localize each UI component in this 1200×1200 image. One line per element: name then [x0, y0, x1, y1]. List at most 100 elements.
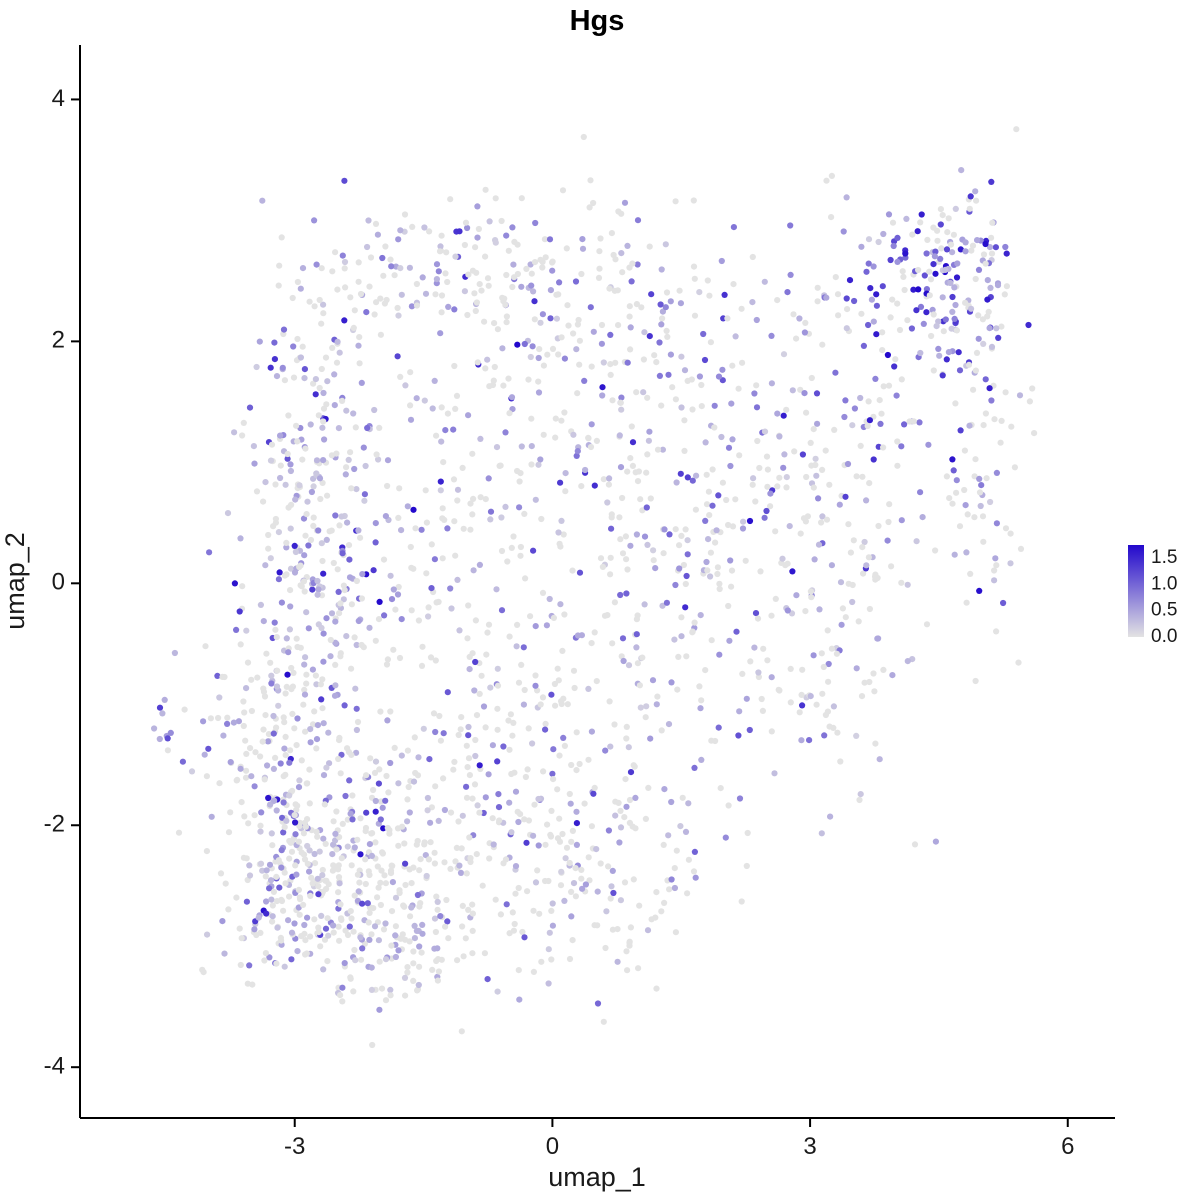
data-point	[348, 665, 355, 672]
data-point	[993, 469, 1001, 476]
data-point	[1001, 291, 1008, 298]
data-point	[682, 526, 689, 533]
data-point	[629, 260, 636, 267]
data-point	[336, 522, 343, 529]
data-point	[375, 616, 383, 623]
data-point	[421, 841, 428, 848]
data-point	[511, 769, 518, 776]
data-point	[342, 284, 349, 291]
data-point	[164, 747, 171, 754]
data-point	[496, 817, 503, 824]
data-point	[913, 538, 920, 545]
data-point	[233, 894, 240, 901]
plot-title: Hgs	[570, 5, 625, 37]
data-point	[799, 702, 806, 709]
data-point	[911, 841, 919, 848]
data-point	[344, 843, 351, 850]
data-point	[329, 851, 336, 858]
data-point	[292, 801, 299, 808]
data-point	[962, 502, 969, 509]
data-point	[294, 278, 301, 286]
data-point	[678, 614, 685, 621]
data-point	[767, 503, 774, 510]
data-point	[711, 424, 718, 431]
data-point	[997, 439, 1004, 446]
data-point	[690, 197, 697, 204]
data-point	[506, 930, 513, 937]
data-point	[513, 643, 520, 650]
data-point	[546, 595, 553, 603]
data-point	[851, 297, 858, 305]
data-point	[383, 772, 390, 780]
data-point	[301, 661, 308, 668]
data-point	[617, 536, 624, 543]
data-point	[476, 809, 483, 816]
data-point	[716, 651, 723, 658]
data-point	[917, 349, 924, 357]
data-point	[360, 444, 367, 451]
data-point	[958, 167, 965, 174]
data-point	[275, 857, 282, 864]
data-point	[445, 303, 452, 310]
data-point	[355, 278, 362, 285]
data-point	[432, 928, 439, 936]
data-point	[508, 544, 515, 552]
data-point	[285, 412, 292, 419]
data-point	[957, 246, 964, 253]
data-point	[529, 343, 536, 350]
data-point	[188, 768, 196, 775]
data-point	[375, 456, 382, 463]
data-point	[965, 361, 973, 368]
data-point	[445, 935, 452, 942]
data-point	[404, 964, 411, 971]
data-point	[224, 509, 232, 517]
data-point	[750, 475, 757, 482]
data-point	[1011, 464, 1019, 471]
data-point	[658, 321, 665, 328]
data-point	[793, 592, 800, 599]
data-point	[614, 958, 621, 965]
data-point	[714, 564, 722, 571]
data-point	[709, 466, 716, 473]
data-point	[542, 726, 549, 733]
data-point	[164, 735, 171, 742]
data-point	[624, 242, 631, 249]
data-point	[950, 467, 957, 474]
data-point	[304, 860, 311, 867]
data-point	[465, 271, 472, 278]
data-point	[353, 749, 360, 756]
data-point	[238, 935, 245, 942]
data-point	[873, 302, 881, 309]
data-point	[494, 726, 501, 733]
data-point	[608, 525, 615, 532]
data-point	[552, 415, 559, 422]
data-point	[304, 842, 311, 850]
data-point	[214, 672, 221, 680]
data-point	[543, 622, 551, 629]
data-point	[744, 829, 751, 837]
data-point	[432, 728, 439, 736]
data-point	[740, 518, 747, 525]
data-point	[283, 817, 290, 825]
data-point	[316, 296, 323, 304]
data-point	[319, 557, 326, 565]
data-point	[590, 328, 597, 335]
data-point	[684, 551, 691, 558]
data-point	[324, 958, 331, 965]
data-point	[261, 957, 268, 964]
data-point	[573, 808, 580, 815]
data-point	[216, 780, 223, 787]
data-point	[901, 286, 908, 294]
data-point	[653, 359, 660, 366]
data-point	[662, 241, 669, 248]
data-point	[754, 437, 761, 445]
data-point	[596, 248, 603, 255]
data-point	[436, 712, 443, 720]
data-point	[861, 679, 868, 686]
data-point	[494, 682, 502, 689]
data-point	[512, 788, 520, 795]
data-point	[764, 483, 771, 490]
data-point	[301, 366, 308, 373]
data-point	[656, 339, 663, 346]
data-point	[417, 856, 424, 863]
